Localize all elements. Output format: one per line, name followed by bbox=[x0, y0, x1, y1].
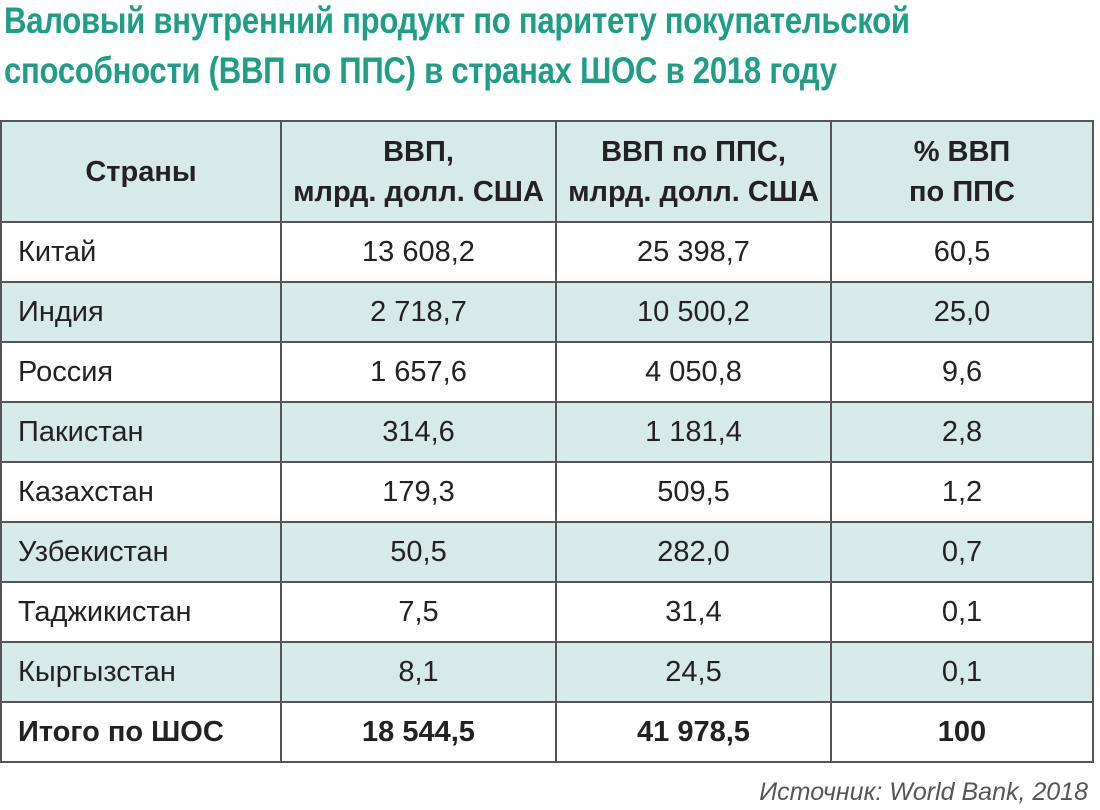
table-row: Россия 1 657,6 4 050,8 9,6 bbox=[0, 341, 1094, 403]
table-cell: 25 398,7 bbox=[555, 221, 832, 283]
table-cell: 509,5 bbox=[555, 461, 832, 523]
title-line: Валовый внутренний продукт по паритету п… bbox=[4, 0, 910, 41]
table-cell: 9,6 bbox=[830, 341, 1094, 403]
table-cell: Таджикистан bbox=[0, 581, 282, 643]
table-cell: 60,5 bbox=[830, 221, 1094, 283]
table-row: Кыргызстан 8,1 24,5 0,1 bbox=[0, 641, 1094, 703]
table-cell: 282,0 bbox=[555, 521, 832, 583]
total-row: Итого по ШОС 18 544,5 41 978,5 100 bbox=[0, 701, 1094, 763]
table-cell: 0,7 bbox=[830, 521, 1094, 583]
table-cell: Пакистан bbox=[0, 401, 282, 463]
table-cell: 24,5 bbox=[555, 641, 832, 703]
table-cell: Узбекистан bbox=[0, 521, 282, 583]
total-cell: Итого по ШОС bbox=[0, 701, 282, 763]
total-cell: 41 978,5 bbox=[555, 701, 832, 763]
table-cell: 1 657,6 bbox=[280, 341, 557, 403]
table-cell: 2 718,7 bbox=[280, 281, 557, 343]
table-cell: 7,5 bbox=[280, 581, 557, 643]
table-cell: 25,0 bbox=[830, 281, 1094, 343]
table-cell: 0,1 bbox=[830, 581, 1094, 643]
table-cell: 314,6 bbox=[280, 401, 557, 463]
table-cell: 31,4 bbox=[555, 581, 832, 643]
table-cell: 0,1 bbox=[830, 641, 1094, 703]
header-cell: % ВВП по ППС bbox=[830, 120, 1094, 223]
table-row: Казахстан 179,3 509,5 1,2 bbox=[0, 461, 1094, 523]
source-note: Источник: World Bank, 2018 bbox=[759, 778, 1088, 806]
table-cell: 4 050,8 bbox=[555, 341, 832, 403]
table-cell: 8,1 bbox=[280, 641, 557, 703]
table-cell: Кыргызстан bbox=[0, 641, 282, 703]
title-line: способности (ВВП по ППС) в странах ШОС в… bbox=[4, 50, 837, 91]
table-row: Пакистан 314,6 1 181,4 2,8 bbox=[0, 401, 1094, 463]
table-cell: 13 608,2 bbox=[280, 221, 557, 283]
table-cell: 10 500,2 bbox=[555, 281, 832, 343]
table-cell: 50,5 bbox=[280, 521, 557, 583]
header-cell: Страны bbox=[0, 120, 282, 223]
table-cell: Индия bbox=[0, 281, 282, 343]
header-row: Страны ВВП, млрд. долл. США ВВП по ППС, мл… bbox=[0, 120, 1094, 223]
header-cell: ВВП по ППС, млрд. долл. США bbox=[555, 120, 832, 223]
table-cell: Китай bbox=[0, 221, 282, 283]
table-cell: Россия bbox=[0, 341, 282, 403]
table-cell: 1 181,4 bbox=[555, 401, 832, 463]
header-cell: ВВП, млрд. долл. США bbox=[280, 120, 557, 223]
total-cell: 100 bbox=[830, 701, 1094, 763]
table-cell: Казахстан bbox=[0, 461, 282, 523]
table-cell: 1,2 bbox=[830, 461, 1094, 523]
table-cell: 2,8 bbox=[830, 401, 1094, 463]
table-body: Китай 13 608,2 25 398,7 60,5 Индия 2 718,7 10 … bbox=[0, 221, 1094, 763]
total-cell: 18 544,5 bbox=[280, 701, 557, 763]
table-row: Индия 2 718,7 10 500,2 25,0 bbox=[0, 281, 1094, 343]
data-table: Страны ВВП, млрд. долл. США ВВП по ППС, мл… bbox=[0, 120, 1094, 763]
table-row: Таджикистан 7,5 31,4 0,1 bbox=[0, 581, 1094, 643]
table-row: Узбекистан 50,5 282,0 0,7 bbox=[0, 521, 1094, 583]
table-cell: 179,3 bbox=[280, 461, 557, 523]
table-row: Китай 13 608,2 25 398,7 60,5 bbox=[0, 221, 1094, 283]
